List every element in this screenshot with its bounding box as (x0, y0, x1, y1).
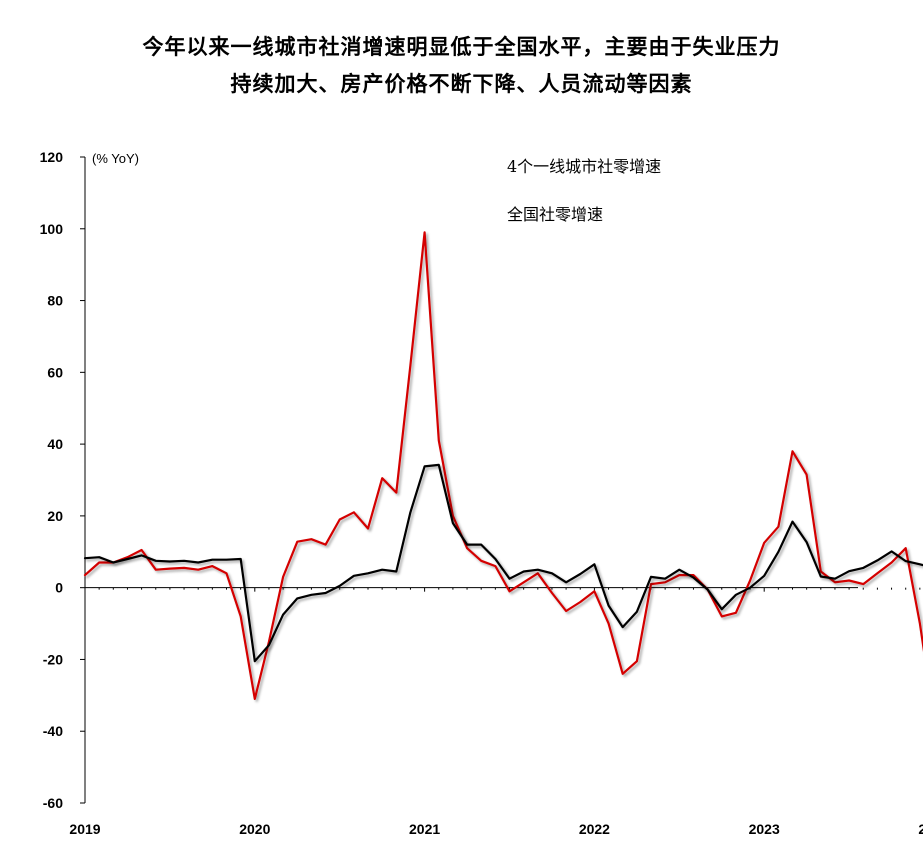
series-lines (83, 231, 923, 701)
series-line-2 (83, 463, 923, 663)
chart-title: 今年以来一线城市社消增速明显低于全国水平，主要由于失业压力 持续加大、房产价格不… (0, 28, 923, 102)
y-tick-label: -40 (43, 723, 63, 739)
x-tick-label: 2019 (69, 821, 100, 837)
y-tick-label: 60 (47, 364, 63, 380)
y-tick-label: -20 (43, 651, 63, 667)
y-tick-label: 20 (47, 508, 63, 524)
legend-label-1: 4个一线城市社零增速 (507, 157, 661, 176)
x-tick-label: 2021 (409, 821, 440, 837)
y-tick-label: 120 (40, 149, 64, 165)
y-tick-label: 100 (40, 221, 64, 237)
y-tick-label: 80 (47, 293, 63, 309)
x-tick-label: 2020 (239, 821, 270, 837)
y-tick-label: 40 (47, 436, 63, 452)
x-tick-label: 2024 (918, 821, 923, 837)
chart-title-line-2: 持续加大、房产价格不断下降、人员流动等因素 (230, 71, 693, 96)
x-tick-label: 2022 (579, 821, 610, 837)
legend-label-2: 全国社零增速 (507, 205, 603, 224)
series-line-1 (83, 231, 923, 701)
y-tick-label: 0 (55, 580, 63, 596)
y-tick-label: -60 (43, 795, 63, 811)
y-axis-unit-label: (% YoY) (92, 151, 139, 166)
axes: 120 100 80 60 40 20 0 -20 -40 -60 (% YoY) 2019 2020 2… (40, 149, 923, 837)
chart-title-line-1: 今年以来一线城市社消增速明显低于全国水平，主要由于失业压力 (142, 34, 781, 59)
x-tick-label: 2023 (749, 821, 780, 837)
